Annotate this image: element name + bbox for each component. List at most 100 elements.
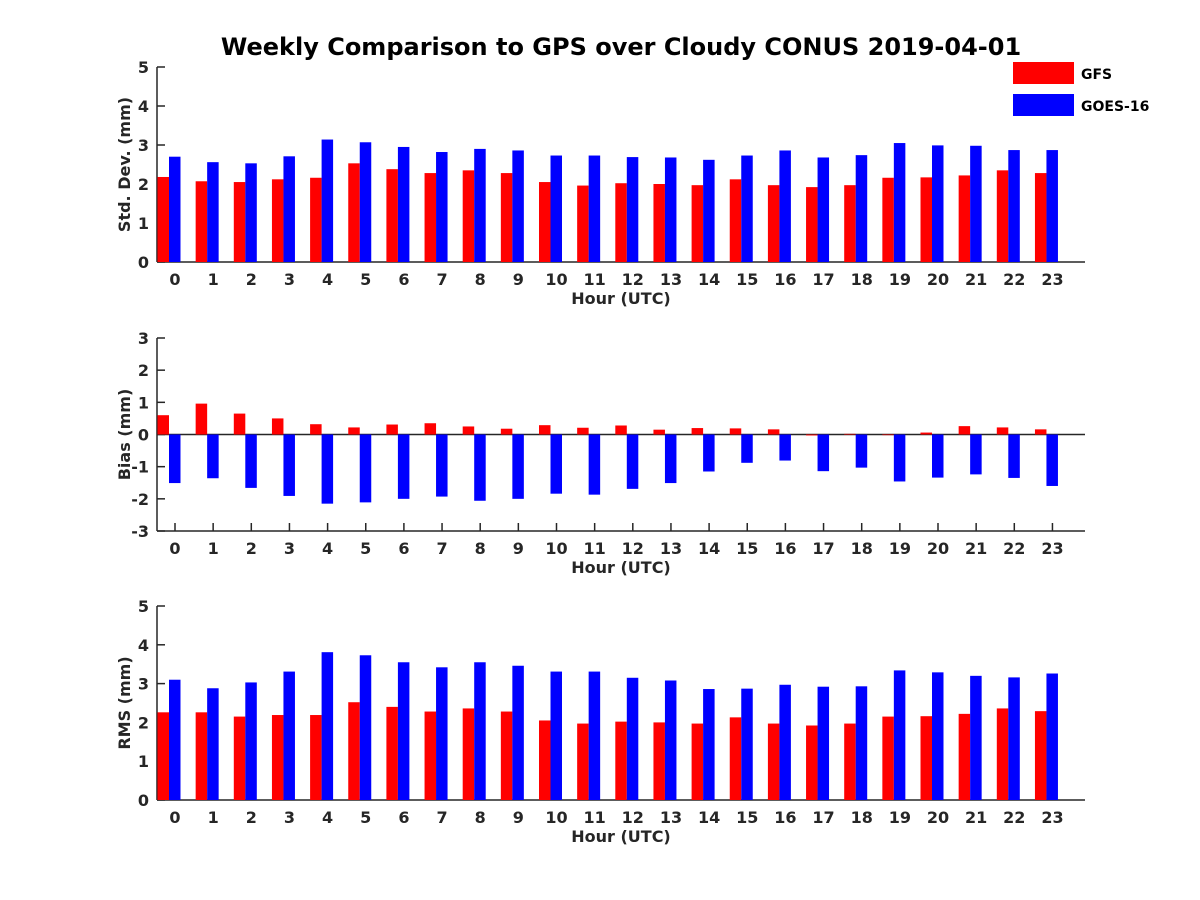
- std-dev-bar-goes16: [664, 157, 677, 262]
- rms-xtick-label: 9: [513, 808, 524, 827]
- rms-bar-gfs: [691, 723, 704, 800]
- bias-xtick-label: 15: [736, 539, 758, 558]
- std-dev-bar-gfs: [539, 182, 551, 262]
- rms-xtick-label: 1: [208, 808, 219, 827]
- bias-bar-gfs: [844, 433, 856, 435]
- rms-xtick-label: 3: [284, 808, 295, 827]
- rms-ytick-label: 3: [138, 675, 149, 694]
- std-dev-xtick-label: 13: [660, 270, 682, 289]
- rms-bar-gfs: [233, 716, 246, 800]
- rms-bar-goes16: [588, 671, 601, 800]
- rms-ytick-label: 2: [138, 713, 149, 732]
- std-dev-bar-goes16: [474, 148, 486, 262]
- rms-xtick-label: 4: [322, 808, 333, 827]
- std-dev-xtick-label: 19: [889, 270, 911, 289]
- std-dev-bar-gfs: [767, 185, 780, 262]
- rms-bar-gfs: [958, 713, 971, 800]
- rms-xtick-label: 16: [774, 808, 796, 827]
- rms-xtick-label: 15: [736, 808, 758, 827]
- legend: GFS GOES-16: [1013, 62, 1149, 116]
- std-dev-bar-goes16: [932, 145, 944, 262]
- rms-xtick-label: 6: [398, 808, 409, 827]
- rms-bar-gfs: [157, 712, 169, 800]
- bias-bar-gfs: [348, 427, 360, 435]
- bias-xtick-label: 11: [584, 539, 606, 558]
- std-dev-xtick-label: 4: [322, 270, 333, 289]
- bias-bar-gfs: [386, 424, 398, 435]
- bias-bar-gfs: [157, 415, 169, 435]
- bias-bar-gfs: [806, 434, 818, 436]
- rms-ytick-label: 5: [138, 597, 149, 616]
- std-dev-bar-goes16: [970, 145, 982, 262]
- rms-bar-goes16: [1008, 677, 1020, 800]
- rms-bar-gfs: [195, 712, 208, 800]
- std-dev-xtick-label: 6: [398, 270, 409, 289]
- rms-y-label: RMS (mm): [115, 656, 134, 749]
- bias-bar-goes16: [245, 434, 257, 488]
- std-dev-xtick-label: 22: [1003, 270, 1025, 289]
- std-dev-bar-goes16: [855, 155, 868, 262]
- bias-ytick-label: 0: [138, 426, 149, 445]
- bias-bar-goes16: [436, 434, 448, 497]
- std-dev-bar-goes16: [588, 155, 601, 262]
- bias-ytick-label: 1: [138, 393, 149, 412]
- rms-xtick-label: 5: [360, 808, 371, 827]
- rms-bar-goes16: [512, 665, 524, 800]
- rms-bar-gfs: [615, 721, 627, 800]
- std-dev-x-label: Hour (UTC): [571, 289, 671, 308]
- bias-xtick-label: 10: [545, 539, 567, 558]
- rms-bar-goes16: [932, 672, 944, 800]
- bias-bar-gfs: [615, 425, 627, 435]
- bias-y-label: Bias (mm): [115, 389, 134, 481]
- rms-bar-gfs: [424, 711, 437, 800]
- bias-ytick-label: 2: [138, 361, 149, 380]
- std-dev-bar-goes16: [550, 155, 562, 262]
- bias-bar-gfs: [920, 432, 932, 435]
- bias-bar-goes16: [1008, 434, 1020, 478]
- rms-bar-gfs: [462, 708, 475, 800]
- std-dev-xtick-label: 21: [965, 270, 987, 289]
- bias-bar-goes16: [321, 434, 334, 504]
- std-dev-xtick-label: 20: [927, 270, 949, 289]
- bias-ytick-label: -1: [131, 458, 149, 477]
- std-dev-bar-gfs: [195, 181, 208, 262]
- std-dev-bar-gfs: [653, 184, 665, 262]
- bias-bar-gfs: [729, 428, 742, 435]
- std-dev-xtick-label: 17: [812, 270, 834, 289]
- std-dev-bar-gfs: [233, 182, 246, 262]
- bias-bar-gfs: [996, 427, 1009, 435]
- rms-bar-goes16: [436, 667, 448, 800]
- rms-bar-gfs: [348, 702, 360, 800]
- bias-bar-gfs: [767, 429, 780, 435]
- bias-xtick-label: 13: [660, 539, 682, 558]
- rms-bar-goes16: [779, 684, 791, 800]
- rms-bar-goes16: [474, 662, 486, 800]
- bias-bar-gfs: [462, 426, 475, 435]
- legend-swatch-gfs: [1013, 62, 1074, 84]
- rms-xtick-label: 22: [1003, 808, 1025, 827]
- legend-swatch-goes16: [1013, 94, 1074, 116]
- std-dev-xtick-label: 14: [698, 270, 720, 289]
- bias-xtick-label: 4: [322, 539, 333, 558]
- rms-xtick-label: 12: [622, 808, 644, 827]
- rms-bar-goes16: [245, 682, 257, 800]
- bias-bar-gfs: [539, 425, 551, 435]
- std-dev-bar-goes16: [626, 157, 639, 262]
- std-dev-bar-goes16: [283, 156, 295, 262]
- bias-xtick-label: 16: [774, 539, 796, 558]
- rms-bar-gfs: [767, 723, 780, 800]
- rms-bar-gfs: [729, 717, 742, 800]
- std-dev-xtick-label: 23: [1041, 270, 1063, 289]
- bias-xtick-label: 19: [889, 539, 911, 558]
- std-dev-ytick-label: 4: [138, 97, 149, 116]
- rms-bar-goes16: [321, 652, 334, 800]
- std-dev-bar-goes16: [741, 155, 753, 262]
- bias-xtick-label: 1: [208, 539, 219, 558]
- bias-bar-gfs: [233, 413, 246, 435]
- std-dev-bar-gfs: [348, 163, 360, 262]
- std-dev-ytick-label: 1: [138, 214, 149, 233]
- bias-xtick-label: 9: [513, 539, 524, 558]
- std-dev-bar-goes16: [245, 163, 257, 262]
